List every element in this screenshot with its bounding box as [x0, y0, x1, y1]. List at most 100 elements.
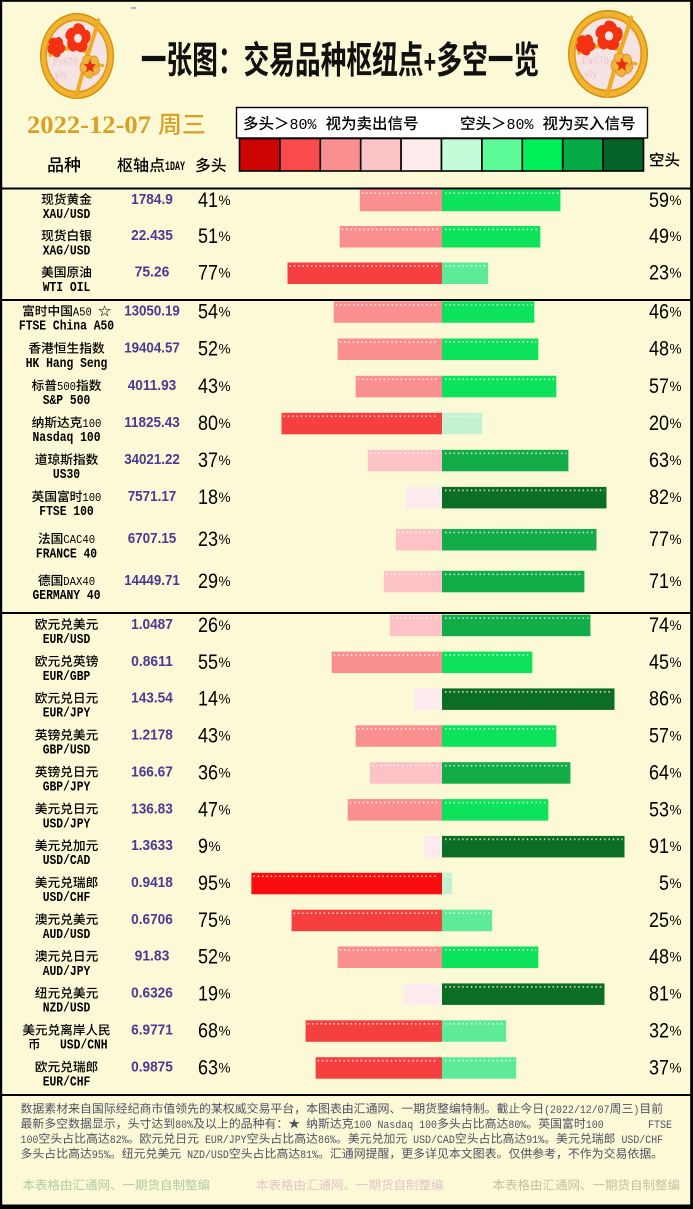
svg-text:29: 29	[198, 570, 218, 593]
svg-text:%: %	[219, 729, 231, 744]
svg-text:%: %	[219, 574, 231, 589]
svg-text:USD/CHF: USD/CHF	[43, 891, 91, 906]
svg-text:%: %	[219, 987, 231, 1002]
svg-text:0.8611: 0.8611	[131, 654, 173, 670]
svg-text:%: %	[670, 692, 682, 707]
svg-text:%: %	[670, 655, 682, 670]
svg-text:%: %	[670, 229, 682, 244]
svg-text:%: %	[670, 574, 682, 589]
svg-text:52: 52	[198, 946, 218, 969]
svg-text:43: 43	[198, 725, 218, 748]
svg-text:%: %	[670, 379, 682, 394]
svg-text:EUR/JPY: EUR/JPY	[199, 1135, 247, 1147]
svg-text:59: 59	[649, 189, 669, 212]
svg-text:EUR/GBP: EUR/GBP	[43, 670, 91, 685]
svg-text:91%: 91%	[526, 1135, 544, 1147]
svg-text:91: 91	[649, 835, 669, 858]
svg-text:100 Nasdaq 100: 100 Nasdaq 100	[354, 1120, 437, 1132]
svg-text:XAG/USD: XAG/USD	[43, 244, 91, 259]
svg-text:%: %	[219, 950, 231, 965]
svg-text:37: 37	[198, 449, 218, 472]
svg-text:5: 5	[659, 872, 669, 895]
svg-text:CAC40: CAC40	[63, 533, 95, 547]
svg-text:%: %	[670, 342, 682, 357]
svg-text:EUR/USD: EUR/USD	[43, 633, 91, 648]
svg-text:57: 57	[649, 725, 669, 748]
svg-text:14: 14	[198, 688, 218, 711]
svg-text:NZD/USD: NZD/USD	[181, 1150, 229, 1162]
svg-text:81%: 81%	[300, 1150, 318, 1162]
svg-text:%: %	[670, 913, 682, 928]
svg-text:18: 18	[198, 486, 218, 509]
svg-text:FTSE: FTSE	[648, 1120, 672, 1132]
svg-text:53: 53	[649, 798, 669, 821]
svg-text:166.67: 166.67	[131, 764, 173, 780]
svg-text:48: 48	[649, 946, 669, 969]
svg-text:yly: yly	[55, 70, 68, 82]
svg-text:%: %	[219, 1024, 231, 1039]
svg-text:80%: 80%	[507, 117, 543, 134]
svg-text:68: 68	[198, 1020, 218, 1043]
svg-text:%: %	[219, 913, 231, 928]
svg-text:23: 23	[649, 262, 669, 285]
svg-text:%: %	[670, 532, 682, 547]
svg-text:%: %	[219, 305, 231, 320]
svg-text:AUD/USD: AUD/USD	[43, 928, 91, 943]
svg-text:7571.17: 7571.17	[128, 489, 177, 505]
svg-text:80%: 80%	[175, 1120, 193, 1132]
svg-text:%: %	[670, 618, 682, 633]
svg-text:%: %	[670, 876, 682, 891]
svg-text:1.2178: 1.2178	[131, 728, 173, 744]
svg-text:32: 32	[649, 1020, 669, 1043]
svg-text:EUR/JPY: EUR/JPY	[43, 707, 91, 722]
svg-text:71: 71	[649, 570, 669, 593]
svg-text:USD/CNH: USD/CNH	[60, 1039, 108, 1054]
svg-text:19: 19	[198, 983, 218, 1006]
svg-text:34021.22: 34021.22	[124, 452, 180, 468]
svg-text:%: %	[670, 729, 682, 744]
svg-text:100: 100	[82, 491, 101, 505]
svg-text:%: %	[670, 839, 682, 854]
svg-text:%: %	[219, 765, 231, 780]
svg-text:80%: 80%	[290, 117, 326, 134]
svg-text:USD/CAD: USD/CAD	[43, 854, 91, 869]
svg-text:46: 46	[649, 301, 669, 324]
svg-text:S&P 500: S&P 500	[43, 394, 91, 409]
svg-text:%: %	[219, 342, 231, 357]
svg-text:%: %	[670, 802, 682, 817]
svg-text:%: %	[219, 266, 231, 281]
svg-text:Fx678: Fx678	[53, 57, 78, 69]
svg-text:2022-12-07: 2022-12-07	[27, 112, 151, 139]
svg-text:86: 86	[649, 688, 669, 711]
svg-text:75: 75	[198, 909, 218, 932]
svg-text:23: 23	[198, 528, 218, 551]
svg-text:FTSE 100: FTSE 100	[39, 505, 93, 520]
svg-text:%: %	[670, 416, 682, 431]
svg-text:43: 43	[198, 375, 218, 398]
svg-text:51: 51	[198, 225, 218, 248]
svg-text:%: %	[219, 193, 231, 208]
svg-text:US30: US30	[53, 468, 80, 483]
svg-text:80: 80	[198, 412, 218, 435]
svg-text:%: %	[219, 692, 231, 707]
svg-text:77: 77	[198, 262, 218, 285]
svg-text:Fx678: Fx678	[582, 54, 609, 67]
svg-text:%: %	[219, 532, 231, 547]
svg-text:(2022/12/07: (2022/12/07	[544, 1105, 610, 1117]
svg-text:63: 63	[649, 449, 669, 472]
svg-text:USD/CHF: USD/CHF	[616, 1135, 664, 1147]
svg-text:%: %	[219, 229, 231, 244]
svg-text:0.6706: 0.6706	[131, 912, 173, 928]
svg-text:14449.71: 14449.71	[124, 573, 180, 589]
svg-text:%: %	[209, 839, 221, 854]
svg-text:57: 57	[649, 375, 669, 398]
svg-text:WTI OIL: WTI OIL	[43, 281, 91, 296]
svg-text:%: %	[219, 490, 231, 505]
svg-text:%: %	[219, 618, 231, 633]
svg-text:GBP/JPY: GBP/JPY	[43, 781, 91, 796]
svg-text:Nasdaq 100: Nasdaq 100	[33, 431, 101, 446]
svg-text:USD/JPY: USD/JPY	[43, 817, 91, 832]
svg-text:USD/CAD: USD/CAD	[407, 1135, 455, 1147]
svg-text:49: 49	[649, 225, 669, 248]
svg-text:%: %	[670, 950, 682, 965]
